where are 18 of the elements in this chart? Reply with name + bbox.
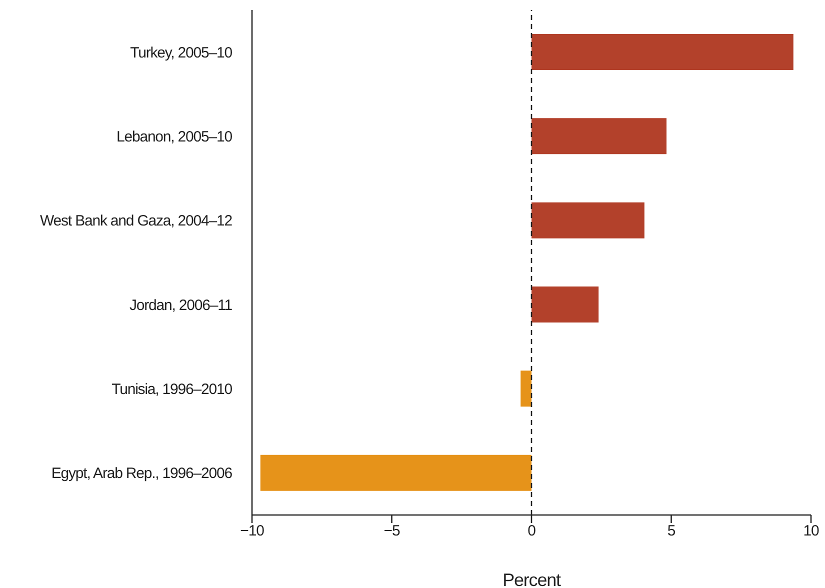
y-tick-label: Turkey, 2005–10 <box>130 44 232 62</box>
x-tick-label: 10 <box>803 522 819 540</box>
y-tick-label: Egypt, Arab Rep., 1996–2006 <box>51 465 232 482</box>
bar <box>532 286 599 322</box>
x-tick-label: 5 <box>667 522 676 540</box>
bar <box>520 370 532 407</box>
bar <box>260 454 532 491</box>
bar <box>532 34 794 70</box>
x-axis-title: Percent <box>502 570 562 588</box>
y-tick-label: West Bank and Gaza, 2004–12 <box>40 212 232 230</box>
bar <box>532 202 644 238</box>
x-tick-label: −5 <box>384 522 400 540</box>
x-tick-label: 0 <box>528 522 536 540</box>
bar <box>532 118 666 154</box>
y-tick-label: Lebanon, 2005–10 <box>116 128 232 146</box>
x-tick-label: −10 <box>240 522 264 540</box>
y-tick-label: Jordan, 2006–11 <box>130 296 232 314</box>
y-tick-label: Tunisia, 1996–2010 <box>112 381 232 398</box>
